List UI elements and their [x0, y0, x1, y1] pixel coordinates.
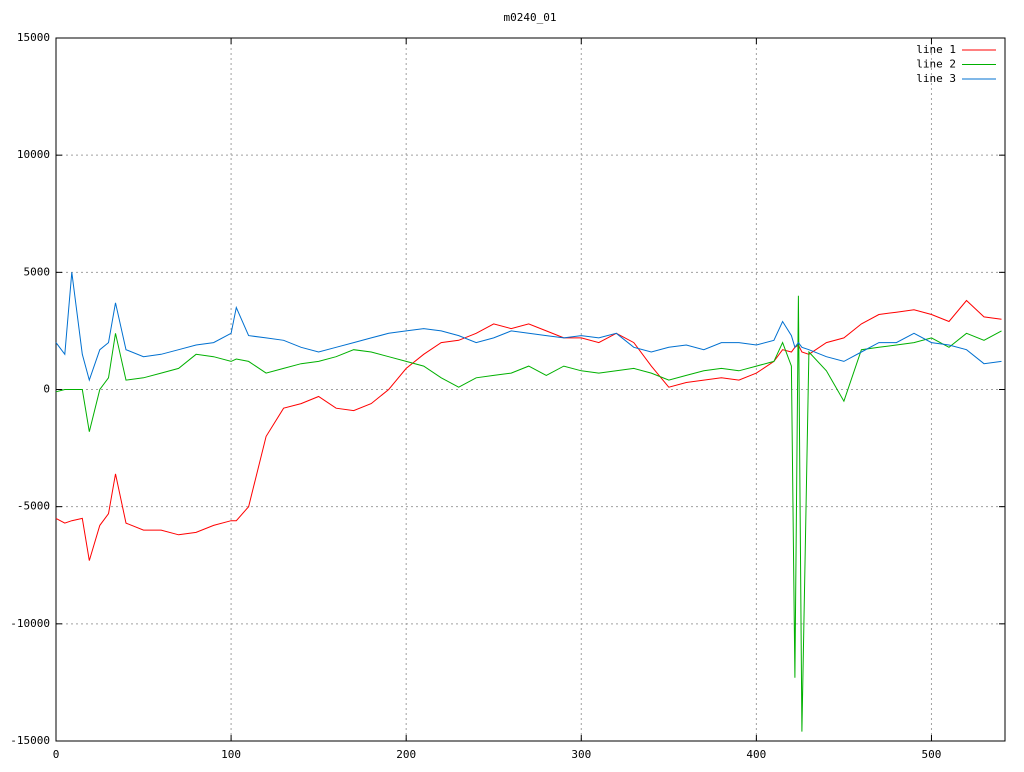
- x-tick-label: 0: [53, 748, 60, 761]
- x-tick-label: 100: [221, 748, 241, 761]
- legend-label: line 1: [916, 43, 956, 56]
- x-tick-label: 400: [746, 748, 766, 761]
- data-line: [55, 299, 1002, 561]
- chart-title: m0240_01: [504, 11, 557, 24]
- x-tick-label: 300: [571, 748, 591, 761]
- plot-frame: [55, 37, 1006, 742]
- x-tick-label: 200: [396, 748, 416, 761]
- y-tick-label: 15000: [17, 31, 50, 44]
- legend-label: line 2: [916, 58, 956, 71]
- y-tick-label: -15000: [10, 734, 50, 747]
- y-tick-label: -10000: [10, 617, 50, 630]
- data-line: [55, 272, 1002, 382]
- y-tick-label: 5000: [24, 265, 51, 278]
- y-tick-label: 0: [43, 383, 50, 396]
- legend-label: line 3: [916, 72, 956, 85]
- x-tick-label: 500: [922, 748, 942, 761]
- data-line: [55, 295, 1002, 732]
- y-tick-label: -5000: [17, 500, 50, 513]
- y-tick-label: 10000: [17, 148, 50, 161]
